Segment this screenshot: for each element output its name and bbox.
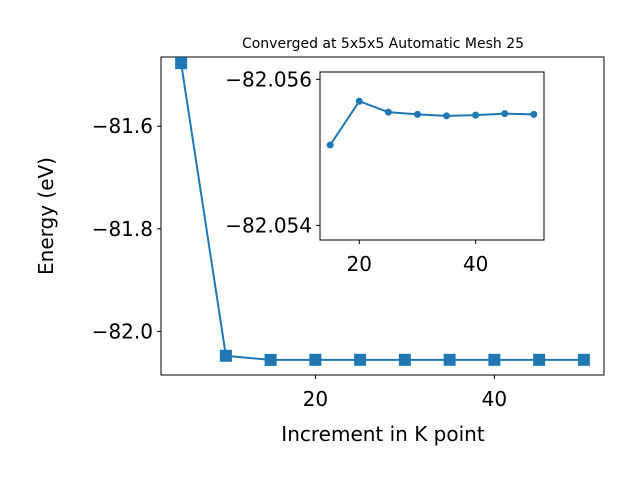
- main-data-point: [443, 353, 456, 366]
- chart-title: Converged at 5x5x5 Automatic Mesh 25: [242, 36, 524, 52]
- main-series-line: [180, 63, 584, 361]
- inset-x-tick-label: 40: [463, 252, 488, 276]
- main-x-tick-label: 20: [303, 387, 328, 411]
- y-axis-label: Energy (eV): [34, 157, 58, 275]
- inset-background: [320, 72, 544, 240]
- inset-data-point: [326, 141, 334, 149]
- x-axis-label: Increment in K point: [281, 422, 485, 446]
- main-data-point: [354, 353, 367, 366]
- main-plot: 20 40 −81.6 −81.8 −82.0: [92, 56, 605, 411]
- main-data-point: [219, 349, 232, 362]
- inset-series-line: [329, 100, 534, 146]
- main-data-point: [309, 353, 322, 366]
- inset-data-point: [472, 111, 480, 119]
- main-data-point: [488, 353, 501, 366]
- inset-data-point: [443, 112, 451, 120]
- main-data-point: [577, 353, 590, 366]
- main-data-point: [264, 353, 277, 366]
- inset-data-point: [530, 110, 538, 118]
- inset-data-point: [413, 110, 421, 118]
- inset-y-tick-label: −82.054: [225, 213, 312, 237]
- inset-frame: [319, 71, 545, 241]
- main-y-tick-label: −82.0: [92, 319, 153, 343]
- inset-y-tick-label: −82.056: [225, 67, 312, 91]
- main-data-point: [533, 353, 546, 366]
- main-frame: [160, 56, 605, 376]
- inset-x-tick-label: 20: [347, 252, 372, 276]
- inset-data-point: [355, 97, 363, 105]
- main-data-point: [175, 57, 188, 70]
- main-x-tick-label: 40: [482, 387, 507, 411]
- main-y-tick-label: −81.8: [92, 217, 153, 241]
- main-y-tick-label: −81.6: [92, 114, 153, 138]
- inset-data-point: [384, 108, 392, 116]
- inset-plot: 20 40 −82.056 −82.054: [225, 67, 545, 276]
- main-data-point: [398, 353, 411, 366]
- inset-data-point: [501, 110, 509, 118]
